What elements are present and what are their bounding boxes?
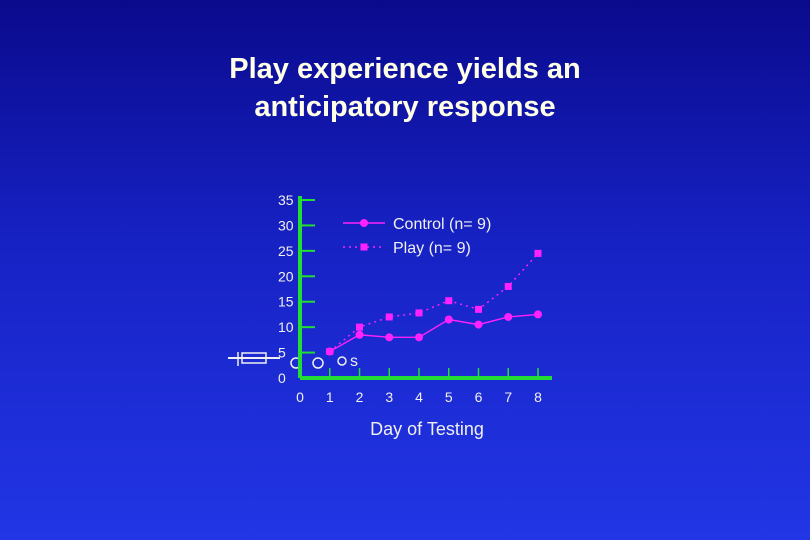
y-tick-label: 10 [278,319,294,335]
x-tick-label: 2 [356,389,364,405]
data-point [415,309,423,317]
x-tick-label: 5 [445,389,453,405]
data-point [475,305,482,313]
x-tick-label: 8 [534,389,542,405]
title-line-2: anticipatory response [254,91,556,123]
title-line-1: Play experience yields an [229,53,581,85]
x-tick-label: 4 [415,389,423,405]
legend-label: Control (n= 9) [393,216,491,233]
x-tick-label: 1 [326,389,334,405]
data-point [326,348,334,356]
axis-artifact-group: s [228,352,358,370]
data-point [504,282,512,290]
x-tick-label: 6 [475,389,483,405]
data-point [415,333,423,342]
y-tick-label: 20 [278,268,294,284]
legend-marker [360,243,368,251]
x-tick-label: 7 [504,389,512,405]
x-tick-label: 3 [385,389,393,405]
data-point [534,249,542,257]
slide-title: Play experience yields an anticipatory r… [0,50,810,126]
series-line [329,252,539,353]
legend-marker [360,219,368,227]
data-point [445,297,453,305]
data-point [356,323,363,331]
y-tick-label: 35 [278,192,294,208]
artifact-text: s [350,353,358,370]
y-tick-label: 25 [278,243,294,259]
data-point [474,320,483,329]
artifact-box [241,352,267,364]
x-axis-title: Day of Testing [370,419,484,439]
series-layer [325,249,542,356]
y-tick-label: 15 [278,294,294,310]
data-point [534,310,542,319]
legend: Control (n= 9) Play (n= 9) [343,216,491,257]
artifact-ring [337,356,347,366]
data-point [385,333,394,342]
artifact-ring [312,357,324,369]
y-tick-label: 0 [278,370,286,386]
data-point [385,313,393,321]
y-tick-label: 30 [278,217,294,233]
series-line [329,313,539,353]
x-tick-label: 0 [296,389,304,405]
data-point [444,315,453,324]
y-tick-label: 5 [278,345,286,361]
axes: 0 5 10 15 20 25 30 35 0 1 2 3 4 5 6 7 8 Day of Testing [278,192,552,439]
data-point [355,330,364,339]
data-point [504,312,513,321]
legend-label: Play (n= 9) [393,240,471,257]
